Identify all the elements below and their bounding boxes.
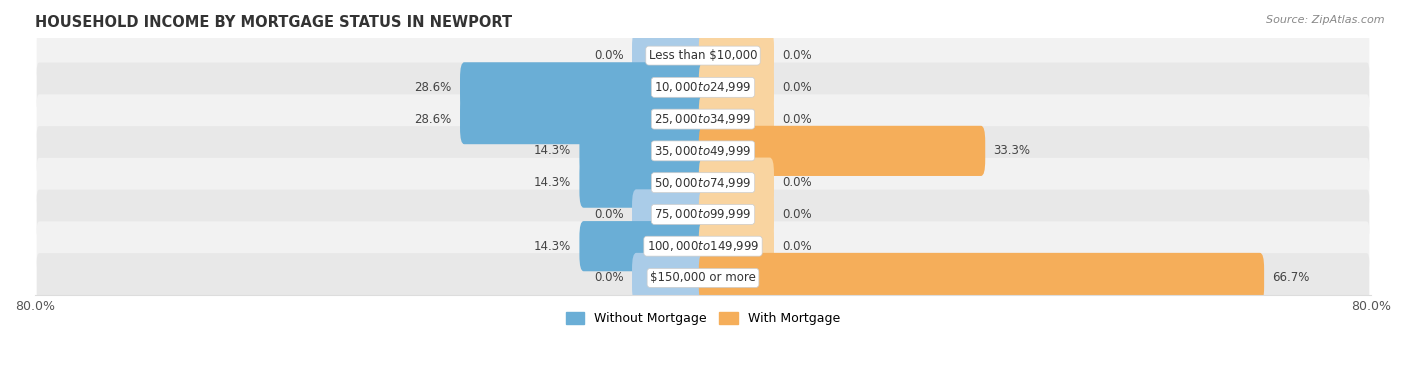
FancyBboxPatch shape [633,253,707,303]
FancyBboxPatch shape [37,31,1369,80]
Text: 0.0%: 0.0% [782,49,811,62]
FancyBboxPatch shape [579,126,707,176]
Legend: Without Mortgage, With Mortgage: Without Mortgage, With Mortgage [561,307,845,330]
Text: 0.0%: 0.0% [782,113,811,126]
Text: Less than $10,000: Less than $10,000 [648,49,758,62]
FancyBboxPatch shape [633,31,707,81]
FancyBboxPatch shape [37,190,1369,239]
FancyBboxPatch shape [633,189,707,239]
Text: 14.3%: 14.3% [534,176,571,189]
Text: $50,000 to $74,999: $50,000 to $74,999 [654,176,752,190]
FancyBboxPatch shape [37,253,1369,303]
Text: 14.3%: 14.3% [534,144,571,157]
FancyBboxPatch shape [699,189,773,239]
Text: 0.0%: 0.0% [595,208,624,221]
FancyBboxPatch shape [37,94,1369,144]
FancyBboxPatch shape [460,94,707,144]
Text: $100,000 to $149,999: $100,000 to $149,999 [647,239,759,253]
Text: 14.3%: 14.3% [534,240,571,253]
FancyBboxPatch shape [579,221,707,271]
Text: $10,000 to $24,999: $10,000 to $24,999 [654,80,752,94]
Text: 33.3%: 33.3% [994,144,1031,157]
Text: 28.6%: 28.6% [415,113,451,126]
FancyBboxPatch shape [699,126,986,176]
Text: 0.0%: 0.0% [595,271,624,284]
FancyBboxPatch shape [699,62,773,112]
Text: 0.0%: 0.0% [782,208,811,221]
Text: 0.0%: 0.0% [782,81,811,94]
FancyBboxPatch shape [37,126,1369,176]
Text: 0.0%: 0.0% [782,240,811,253]
FancyBboxPatch shape [699,31,773,81]
FancyBboxPatch shape [37,158,1369,207]
Text: $25,000 to $34,999: $25,000 to $34,999 [654,112,752,126]
Text: $75,000 to $99,999: $75,000 to $99,999 [654,207,752,221]
FancyBboxPatch shape [37,221,1369,271]
Text: 28.6%: 28.6% [415,81,451,94]
Text: Source: ZipAtlas.com: Source: ZipAtlas.com [1267,15,1385,25]
Text: 66.7%: 66.7% [1272,271,1310,284]
Text: HOUSEHOLD INCOME BY MORTGAGE STATUS IN NEWPORT: HOUSEHOLD INCOME BY MORTGAGE STATUS IN N… [35,15,512,30]
FancyBboxPatch shape [699,221,773,271]
Text: $150,000 or more: $150,000 or more [650,271,756,284]
FancyBboxPatch shape [460,62,707,112]
FancyBboxPatch shape [699,253,1264,303]
FancyBboxPatch shape [579,158,707,208]
Text: 0.0%: 0.0% [595,49,624,62]
Text: $35,000 to $49,999: $35,000 to $49,999 [654,144,752,158]
FancyBboxPatch shape [37,63,1369,112]
FancyBboxPatch shape [699,94,773,144]
FancyBboxPatch shape [699,158,773,208]
Text: 0.0%: 0.0% [782,176,811,189]
